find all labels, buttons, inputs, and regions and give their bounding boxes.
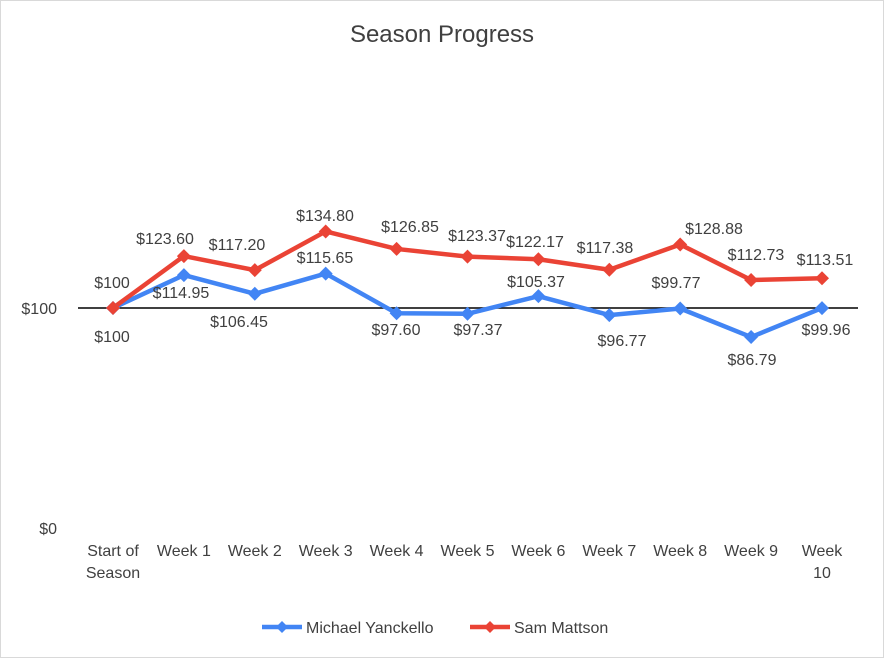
x-tick-label: Week 8 [653, 543, 707, 560]
x-tick-label: Week 7 [582, 543, 636, 560]
data-label: $99.77 [652, 275, 701, 292]
x-tick-label: Week 2 [228, 543, 282, 560]
x-tick-label: Week 3 [299, 543, 353, 560]
data-point-marker [247, 263, 262, 278]
data-point-marker [744, 272, 759, 287]
data-point-marker [318, 224, 333, 239]
data-label: $86.79 [728, 352, 777, 369]
data-point-marker [673, 237, 688, 252]
data-labels: $100 $114.95$106.45 $115.65 $97.60 $97.37 $10… [94, 208, 853, 369]
data-label: $122.17 [506, 234, 564, 251]
data-label: $99.96 [802, 322, 851, 339]
data-label: $97.37 [454, 322, 503, 339]
data-point-marker [744, 330, 759, 345]
data-label: $134.80 [296, 208, 354, 225]
data-point-marker [602, 262, 617, 277]
data-label: $117.20 [209, 237, 266, 254]
legend-label: Michael Yanckello [306, 620, 434, 637]
data-label: $105.37 [507, 274, 565, 291]
data-point-marker [673, 301, 688, 316]
data-point-marker [389, 306, 404, 321]
data-label: $100 [94, 275, 130, 292]
y-tick-label: $100 [21, 301, 57, 318]
data-point-marker [602, 308, 617, 323]
data-label: $126.85 [381, 219, 439, 236]
data-label: $96.77 [598, 333, 647, 350]
data-label: $128.88 [685, 221, 743, 238]
data-label: $117.38 [577, 240, 634, 257]
data-label: $114.95 [153, 285, 210, 302]
legend-label: Sam Mattson [514, 620, 608, 637]
data-point-marker [815, 271, 829, 286]
data-point-marker [460, 249, 475, 264]
data-label: $113.51 [797, 252, 854, 269]
data-label: $123.60 [136, 231, 194, 248]
x-tick-label: Start of Season [86, 543, 140, 582]
data-point-marker [106, 301, 120, 315]
data-point-marker [531, 289, 546, 304]
data-point-marker [247, 286, 262, 301]
data-point-marker [176, 268, 191, 283]
data-point-marker [176, 249, 191, 264]
data-label: $100 [94, 329, 130, 346]
legend-marker-icon [484, 621, 496, 633]
data-label: $123.37 [448, 228, 506, 245]
data-point-marker [389, 241, 404, 256]
axes: $0 $100 Start of Season Week 1 Week 2 Week 3 We… [21, 301, 858, 582]
x-tick-label: Week 5 [441, 543, 495, 560]
data-point-marker [531, 252, 546, 267]
x-tick-label: Week 6 [511, 543, 565, 560]
x-tick-label: Week 9 [724, 543, 778, 560]
legend-item-0[interactable]: Michael Yanckello [262, 620, 434, 637]
legend-item-1[interactable]: Sam Mattson [470, 620, 608, 637]
y-tick-label: $0 [39, 521, 57, 538]
data-point-marker [460, 306, 475, 321]
data-label: $106.45 [210, 314, 268, 331]
data-point-marker [318, 266, 333, 281]
data-label: $97.60 [372, 322, 421, 339]
chart-title: Season Progress [350, 21, 534, 48]
data-point-marker [815, 301, 829, 316]
x-tick-label: Week 10 [802, 543, 844, 582]
x-tick-label: Week 4 [370, 543, 424, 560]
legend-marker-icon [276, 621, 288, 633]
series-lines [106, 224, 829, 345]
legend[interactable]: Michael Yanckello Sam Mattson [262, 620, 608, 637]
x-tick-label: Week 1 [157, 543, 211, 560]
data-label: $115.65 [297, 250, 354, 267]
data-label: $112.73 [728, 247, 785, 264]
